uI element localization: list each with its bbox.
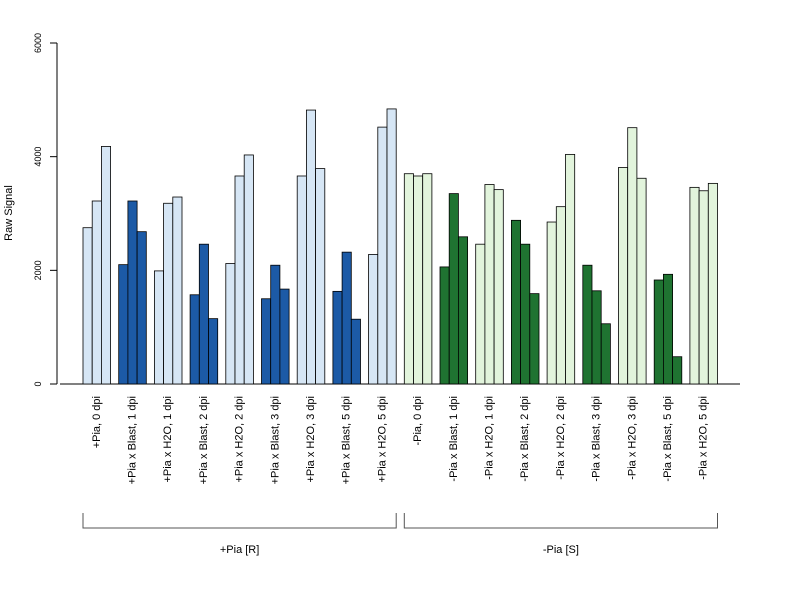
bar bbox=[332, 290, 343, 385]
bar bbox=[439, 266, 450, 385]
bar bbox=[591, 290, 602, 385]
group-bracket bbox=[82, 513, 397, 529]
bar bbox=[413, 175, 424, 385]
x-tick-label: +Pia, 0 dpi bbox=[91, 396, 103, 448]
bar bbox=[627, 127, 638, 385]
bar bbox=[198, 243, 209, 385]
bar bbox=[386, 108, 397, 385]
group-label: -Pia [S] bbox=[543, 544, 579, 556]
x-tick-labels: +Pia, 0 dpi +Pia x Blast, 1 dpi +Pia x H2O… bbox=[91, 396, 710, 484]
x-tick-label: -Pia x H2O, 3 dpi bbox=[626, 396, 638, 480]
y-tick-label: 6000 bbox=[33, 33, 43, 53]
x-tick-label: -Pia x H2O, 1 dpi bbox=[484, 396, 496, 480]
bar bbox=[672, 356, 683, 385]
bar bbox=[636, 177, 647, 385]
bar bbox=[189, 294, 200, 385]
bar bbox=[403, 173, 414, 385]
bar bbox=[296, 175, 307, 385]
bar bbox=[118, 264, 129, 385]
bar bbox=[457, 236, 468, 385]
bar bbox=[127, 200, 138, 385]
bar bbox=[172, 196, 183, 385]
bar bbox=[261, 298, 272, 385]
x-tick-label: +Pia x Blast, 3 dpi bbox=[269, 396, 281, 484]
x-tick-label: -Pia x Blast, 1 dpi bbox=[448, 396, 460, 482]
bar bbox=[243, 154, 254, 385]
bar bbox=[377, 126, 388, 385]
bar bbox=[153, 270, 164, 385]
bar bbox=[475, 243, 486, 385]
bar bbox=[565, 153, 576, 385]
bar bbox=[208, 318, 219, 385]
bar bbox=[422, 173, 433, 385]
bar bbox=[368, 254, 379, 385]
bar bbox=[653, 279, 664, 385]
bar bbox=[663, 273, 674, 385]
bar bbox=[555, 206, 566, 385]
y-tick-label: 0 bbox=[33, 381, 43, 386]
bar bbox=[101, 146, 112, 385]
y-axis: 0 2000 4000 6000 bbox=[33, 33, 58, 387]
group-brackets: +Pia [R] -Pia [S] bbox=[82, 513, 718, 556]
bar bbox=[707, 182, 718, 385]
x-tick-label: +Pia x H2O, 2 dpi bbox=[234, 396, 246, 483]
x-tick-label: +Pia x Blast, 1 dpi bbox=[127, 396, 139, 484]
bar bbox=[350, 318, 361, 385]
x-tick-label: -Pia x Blast, 5 dpi bbox=[662, 396, 674, 482]
bar bbox=[315, 168, 326, 385]
bar bbox=[493, 189, 504, 385]
bar bbox=[698, 190, 709, 385]
x-tick-label: -Pia x H2O, 5 dpi bbox=[698, 396, 710, 480]
bar bbox=[618, 167, 629, 385]
bar bbox=[270, 264, 281, 385]
y-tick-label: 4000 bbox=[33, 147, 43, 167]
x-tick-label: -Pia x Blast, 3 dpi bbox=[591, 396, 603, 482]
bar bbox=[305, 109, 316, 385]
bar bbox=[520, 243, 531, 385]
x-tick-label: +Pia x H2O, 1 dpi bbox=[162, 396, 174, 483]
x-tick-label: +Pia x Blast, 2 dpi bbox=[198, 396, 210, 484]
x-tick-label: -Pia x H2O, 2 dpi bbox=[555, 396, 567, 480]
bar bbox=[82, 227, 93, 385]
bar bbox=[225, 263, 236, 385]
x-tick-label: -Pia x Blast, 2 dpi bbox=[519, 396, 531, 482]
bar bbox=[136, 231, 147, 385]
bar bbox=[546, 221, 557, 385]
x-tick-label: -Pia, 0 dpi bbox=[412, 396, 424, 446]
bars bbox=[82, 108, 718, 385]
group-bracket bbox=[403, 513, 718, 529]
bar bbox=[163, 202, 174, 385]
bar bbox=[600, 323, 611, 385]
bar bbox=[234, 175, 245, 385]
bar bbox=[689, 186, 700, 385]
bar bbox=[510, 219, 521, 385]
x-tick-label: +Pia x Blast, 5 dpi bbox=[341, 396, 353, 484]
bar bbox=[582, 264, 593, 385]
x-tick-label: +Pia x H2O, 3 dpi bbox=[305, 396, 317, 483]
x-tick-label: +Pia x H2O, 5 dpi bbox=[376, 396, 388, 483]
bar bbox=[279, 288, 290, 385]
y-tick-label: 2000 bbox=[33, 260, 43, 280]
bar bbox=[529, 293, 540, 385]
bar bbox=[448, 193, 459, 385]
bar bbox=[484, 184, 495, 385]
y-axis-label: Raw Signal bbox=[3, 185, 15, 241]
group-label: +Pia [R] bbox=[220, 544, 259, 556]
bar bbox=[341, 251, 352, 385]
bar bbox=[91, 200, 102, 385]
